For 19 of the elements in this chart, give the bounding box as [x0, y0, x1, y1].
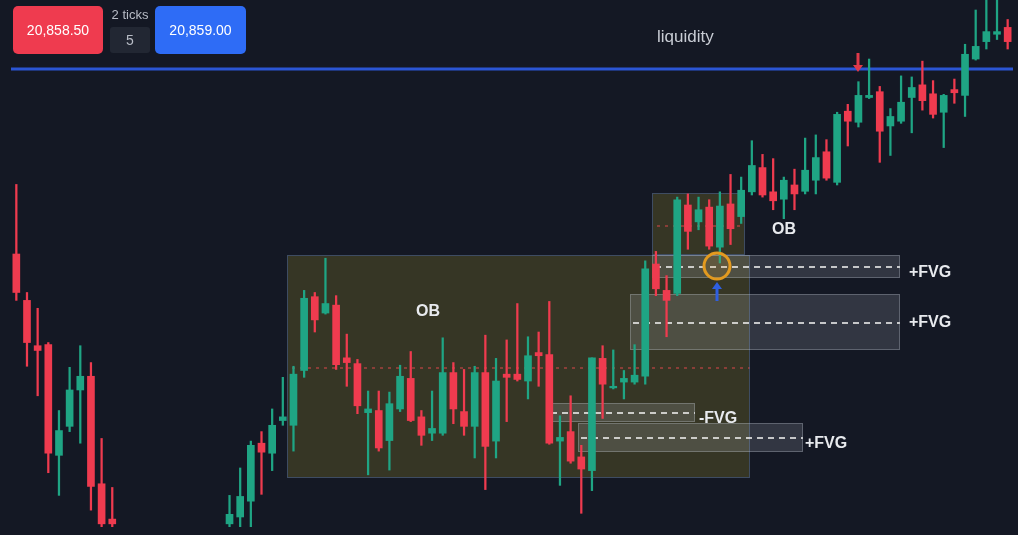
annotation: 2 ticks [111, 6, 149, 22]
candlestick [662, 275, 671, 338]
ref-line-label: liquidity [656, 27, 715, 47]
annotation: 5 [126, 32, 134, 48]
annotation: 20,859.00 [169, 22, 232, 38]
price-button: 20,858.50 [13, 6, 103, 54]
number-field: 5 [110, 27, 150, 53]
candlestick [950, 78, 959, 104]
annotation: OB [416, 302, 440, 319]
candlestick [321, 257, 330, 315]
annotation: +FVG [805, 434, 848, 451]
annotation: -FVG [699, 409, 738, 426]
price-button: 20,859.00 [155, 6, 246, 54]
annotation: OB [772, 220, 796, 237]
annotation: 20,858.50 [26, 22, 90, 38]
annotation: +FVG [909, 263, 952, 280]
candlestick [225, 495, 234, 527]
candlestick [886, 108, 895, 156]
annotation: +FVG [909, 313, 952, 330]
